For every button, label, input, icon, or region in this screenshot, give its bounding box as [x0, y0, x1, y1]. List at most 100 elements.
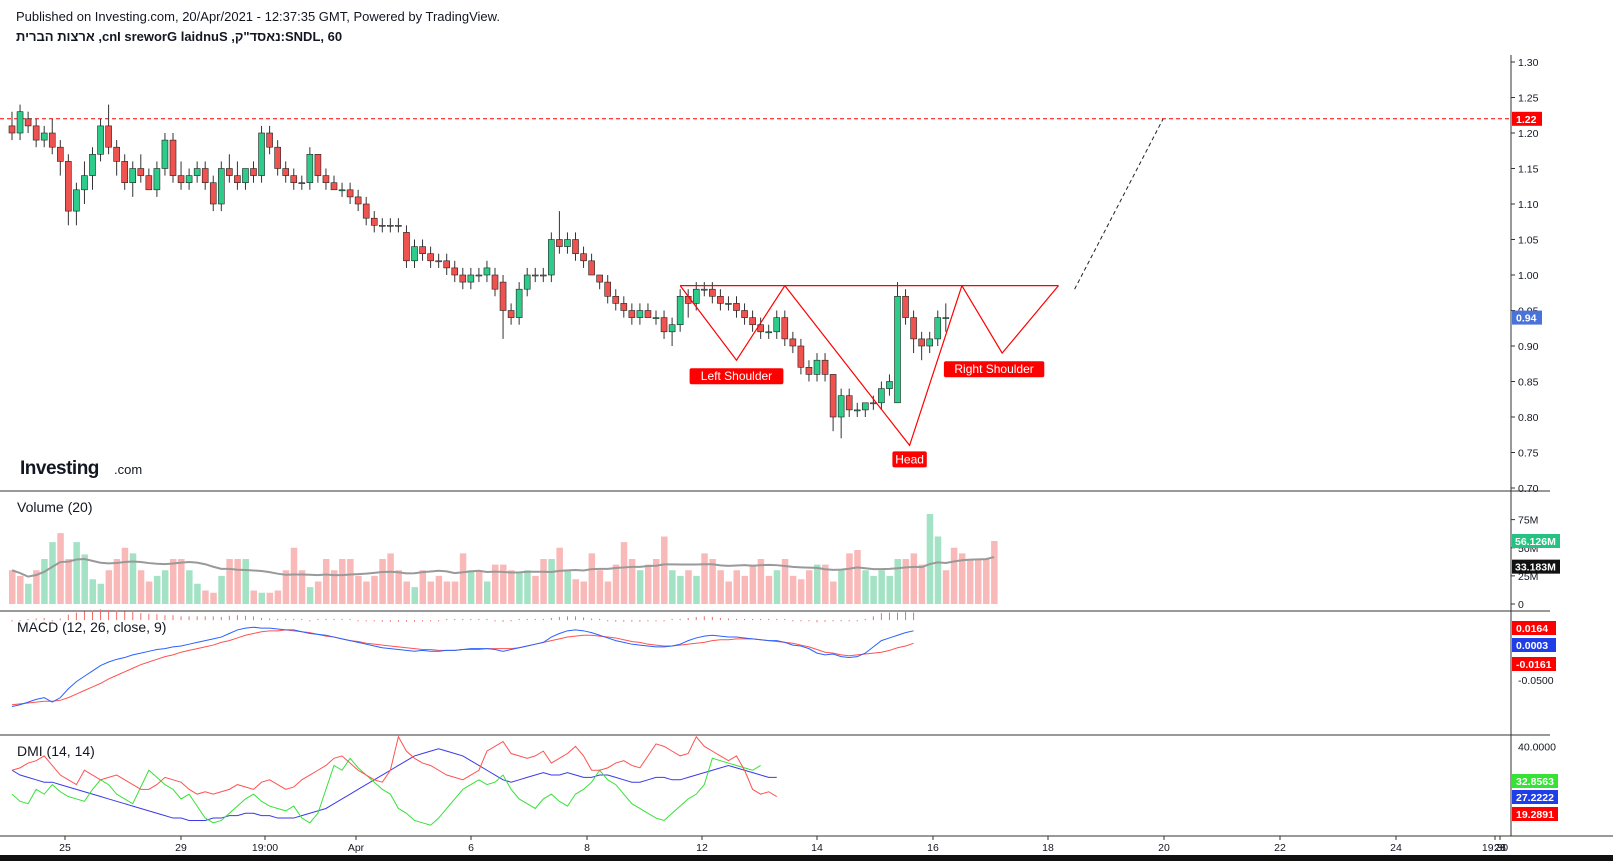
volume-bar: [628, 559, 636, 604]
brand-logo-suffix: .com: [114, 462, 142, 477]
candle-body: [604, 281, 612, 297]
candle-body: [910, 317, 917, 340]
candle-body: [515, 288, 523, 318]
volume-bar: [524, 570, 531, 604]
candle-body: [781, 317, 789, 340]
x-tick-label: 6: [468, 842, 474, 854]
volume-bar: [822, 564, 829, 604]
volume-bar: [113, 559, 121, 604]
volume-bar: [830, 581, 837, 604]
candle-body: [531, 274, 539, 277]
volume-tick-label: 0: [1518, 599, 1524, 611]
volume-bar: [950, 547, 958, 604]
bottom-bar: [0, 855, 1613, 861]
volume-bar: [403, 581, 410, 604]
volume-bar: [170, 559, 177, 604]
candle-body: [24, 118, 32, 127]
candle-body: [258, 132, 265, 176]
volume-bar: [725, 581, 732, 604]
candle-body: [467, 274, 475, 283]
candle-body: [226, 168, 233, 176]
candle-body: [346, 189, 354, 198]
candle-body: [177, 175, 185, 184]
volume-bar: [934, 536, 942, 604]
volume-bar: [789, 575, 797, 604]
volume-bar: [870, 575, 877, 604]
candle-body: [580, 253, 587, 262]
volume-bar: [282, 570, 290, 604]
candle-body: [878, 388, 885, 404]
candle-body: [185, 175, 193, 184]
volume-bar: [33, 570, 40, 604]
candle-body: [89, 154, 96, 176]
volume-bar: [137, 570, 145, 604]
volume-bar: [854, 550, 861, 604]
chart-header: Published on Investing.com, 20/Apr/2021 …: [16, 8, 500, 48]
dmi-badge-label: 32.8563: [1516, 776, 1554, 788]
candle-body: [298, 182, 306, 184]
volume-bar: [451, 581, 459, 604]
volume-bar: [757, 559, 765, 604]
published-info: Published on Investing.com, 20/Apr/2021 …: [16, 9, 500, 24]
candle-body: [411, 246, 418, 262]
resistance-badge: [1512, 111, 1542, 126]
price-tick-label: 0.90: [1518, 341, 1539, 353]
volume-bar: [242, 559, 249, 604]
x-tick-label: 22: [1274, 842, 1286, 854]
volume-bar: [258, 592, 266, 604]
candle-body: [588, 260, 595, 276]
candle-body: [700, 288, 708, 291]
candle-body: [65, 161, 72, 212]
volume-bar: [653, 559, 660, 604]
candle-body: [853, 409, 861, 412]
dmi-tick-label: 40.0000: [1518, 741, 1556, 753]
candle-body: [322, 175, 330, 184]
volume-bar: [709, 559, 716, 604]
candle-body: [403, 232, 410, 262]
candle-body: [169, 139, 177, 176]
price-tick-label: 1.10: [1518, 199, 1539, 211]
volume-bar: [532, 575, 539, 604]
candle-body: [242, 168, 249, 183]
candle-body: [419, 246, 426, 255]
candle-body: [218, 168, 225, 205]
candle-body: [459, 274, 467, 283]
volume-bar: [483, 581, 491, 604]
volume-bar: [419, 570, 427, 604]
head-label-bg: [892, 451, 927, 468]
price-tick-label: 0.80: [1518, 412, 1539, 424]
candle-body: [837, 395, 845, 418]
macd-line: [11, 626, 914, 708]
volume-bar: [475, 570, 483, 604]
candle-body: [668, 324, 676, 333]
candle-body: [676, 295, 684, 325]
candle-body: [612, 295, 620, 304]
volume-bar: [508, 570, 515, 604]
candle-body: [451, 267, 459, 276]
candle-body: [499, 281, 507, 311]
volume-pane-title: Volume (20): [17, 499, 92, 515]
volume-bar: [218, 575, 225, 604]
macd-badge: [1512, 638, 1556, 652]
volume-bar: [620, 542, 628, 604]
candle-body: [153, 168, 161, 191]
x-tick-label: Apr: [348, 842, 365, 854]
symbol-title[interactable]: ארצות הברית ,cnI sreworG laidnuS ,נאסד"ק…: [16, 29, 343, 44]
candle-body: [821, 359, 829, 375]
macd-badge: [1512, 621, 1556, 635]
dmi-badge: [1512, 790, 1558, 804]
x-tick-label: 18: [1042, 842, 1054, 854]
candle-body: [274, 146, 281, 169]
candle-body: [805, 366, 813, 375]
plus-di-line: [11, 757, 761, 826]
volume-bar: [838, 570, 845, 604]
macd-tick-label: -0.0500: [1518, 675, 1554, 687]
volume-bar: [210, 592, 217, 604]
candle-body: [330, 182, 338, 191]
price-tick-label: 0.85: [1518, 377, 1539, 389]
right-shoulder-outline: [961, 285, 1059, 355]
candle-body: [483, 267, 491, 276]
volume-bar: [741, 575, 749, 604]
candle-body: [73, 189, 80, 212]
